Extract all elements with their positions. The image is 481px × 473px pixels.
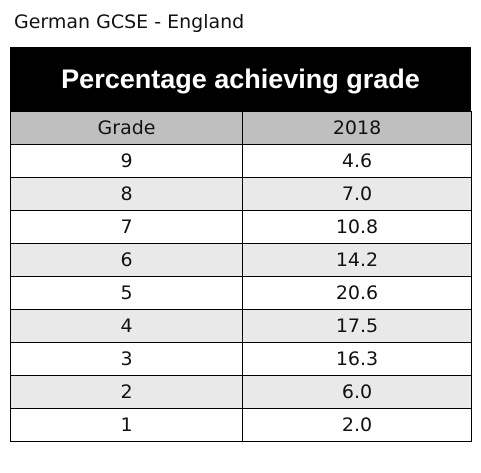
grade-cell: 4 <box>10 309 243 343</box>
table-header-row: Grade 2018 <box>10 111 472 145</box>
column-header-year: 2018 <box>242 111 472 145</box>
table-row: 2 6.0 <box>10 375 472 409</box>
percentage-cell: 4.6 <box>242 144 472 178</box>
page-caption: German GCSE - England <box>14 11 245 33</box>
percentage-cell: 14.2 <box>242 243 472 277</box>
percentage-cell: 6.0 <box>242 375 472 409</box>
percentage-cell: 20.6 <box>242 276 472 310</box>
percentage-cell: 10.8 <box>242 210 472 244</box>
grade-cell: 5 <box>10 276 243 310</box>
grade-cell: 9 <box>10 144 243 178</box>
table-row: 3 16.3 <box>10 342 472 376</box>
grade-cell: 6 <box>10 243 243 277</box>
percentage-cell: 17.5 <box>242 309 472 343</box>
column-header-grade: Grade <box>10 111 243 145</box>
table-row: 7 10.8 <box>10 210 472 244</box>
percentage-cell: 2.0 <box>242 408 472 442</box>
table-row: 6 14.2 <box>10 243 472 277</box>
percentage-cell: 7.0 <box>242 177 472 211</box>
table-row: 9 4.6 <box>10 144 472 178</box>
grade-table: Grade 2018 9 4.6 8 7.0 7 10.8 6 14.2 5 20.6 4 17.5 3… <box>10 111 472 442</box>
grade-cell: 2 <box>10 375 243 409</box>
table-row: 1 2.0 <box>10 408 472 442</box>
grade-cell: 8 <box>10 177 243 211</box>
table-title: Percentage achieving grade <box>10 47 471 111</box>
grade-cell: 1 <box>10 408 243 442</box>
grade-cell: 3 <box>10 342 243 376</box>
grade-cell: 7 <box>10 210 243 244</box>
table-row: 8 7.0 <box>10 177 472 211</box>
table-body: 9 4.6 8 7.0 7 10.8 6 14.2 5 20.6 4 17.5 3 16.3 2 6.0 1 2.… <box>10 144 472 442</box>
percentage-cell: 16.3 <box>242 342 472 376</box>
table-row: 5 20.6 <box>10 276 472 310</box>
table-row: 4 17.5 <box>10 309 472 343</box>
